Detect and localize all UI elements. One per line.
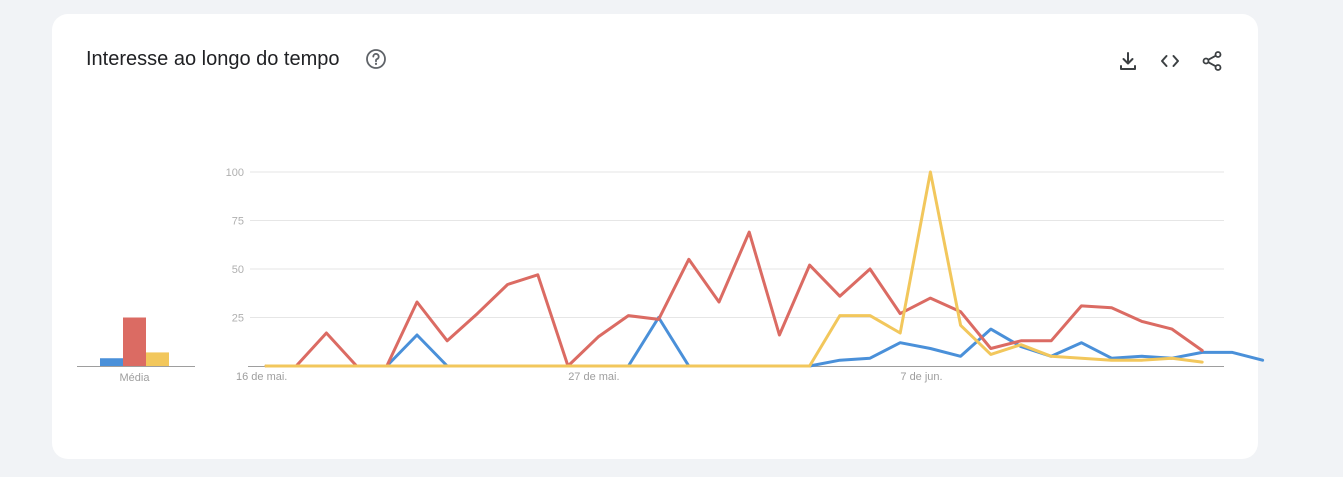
download-icon[interactable] xyxy=(1117,50,1139,72)
embed-code-icon[interactable] xyxy=(1159,50,1181,72)
interest-over-time-card: Interesse ao longo do tempo xyxy=(52,14,1258,459)
card-title: Interesse ao longo do tempo xyxy=(86,48,340,70)
help-circle-icon[interactable] xyxy=(365,48,387,70)
share-icon[interactable] xyxy=(1201,50,1223,72)
